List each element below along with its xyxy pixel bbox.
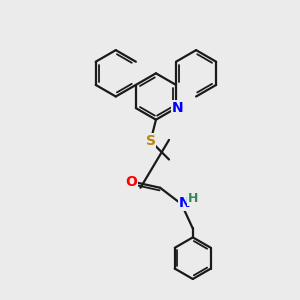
Text: O: O: [125, 176, 137, 189]
Text: S: S: [146, 134, 156, 148]
Text: N: N: [179, 196, 190, 210]
Text: H: H: [188, 192, 198, 205]
Text: N: N: [171, 101, 183, 115]
